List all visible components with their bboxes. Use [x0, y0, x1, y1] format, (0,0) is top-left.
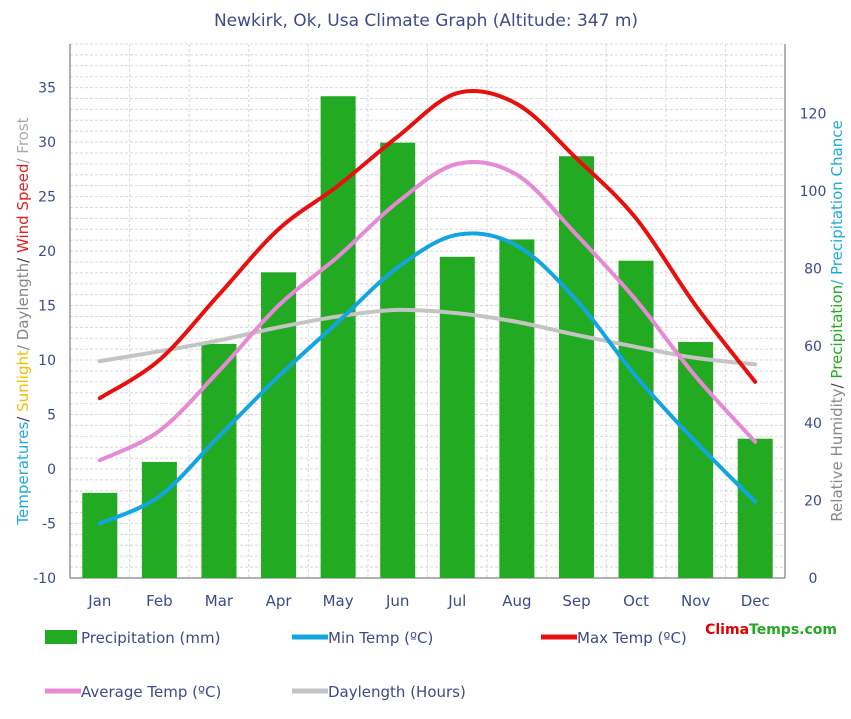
legend: Precipitation (mm) Min Temp (ºC) Max Temp … [45, 629, 687, 701]
legend-label-max-temp-c: Max Temp (ºC) [577, 629, 687, 647]
x-tick-dec: Dec [741, 592, 770, 610]
y-axis-right-label-part: / [828, 379, 846, 389]
y-left-tick: 25 [38, 190, 56, 206]
precip-bar-sep [558, 156, 594, 578]
y-axis-left-label-part: Sunlight [14, 350, 32, 412]
series-line-daylength-hours [97, 307, 758, 367]
y-axis-left-label-part: Wind Speed [14, 164, 32, 254]
precip-bar-aug [499, 239, 535, 579]
precip-bar-mar [201, 343, 237, 578]
axis-ticks: -10 -5 0 5 10 15 20 25 30 35 0 20 40 60 80 100 120 Jan Feb… [33, 81, 826, 610]
precip-bar-oct [618, 260, 654, 578]
precipitation-bars [82, 96, 773, 579]
y-left-tick: 35 [38, 81, 56, 97]
series-line-average-temp-c [97, 160, 758, 463]
brand-logo-part: Temps [749, 622, 799, 638]
legend-label-daylength-hours: Daylength (Hours) [328, 683, 466, 701]
y-left-tick: 5 [47, 408, 56, 424]
brand-logo: ClimaTemps.com [705, 622, 837, 638]
y-axis-right-label: Relative Humidity/ Precipitation/ Precip… [828, 120, 846, 521]
y-right-tick: 100 [800, 184, 827, 200]
y-axis-left-label-part: / [14, 253, 32, 263]
y-axis-left-label-part: Temperatures [14, 422, 32, 526]
precip-bar-may [320, 96, 356, 578]
legend-label-precipitation-mm: Precipitation (mm) [81, 629, 220, 647]
series-lines [97, 88, 758, 526]
x-tick-sep: Sep [562, 592, 590, 610]
y-axis-left-label-part: / Daylength [14, 263, 32, 350]
y-left-tick: -10 [33, 571, 56, 587]
precip-bar-dec [737, 438, 773, 578]
y-left-tick: 0 [47, 462, 56, 478]
y-right-tick: 60 [804, 339, 822, 355]
y-axis-left-label-part: / Frost [14, 117, 32, 163]
y-axis-left-label: Temperatures/ Sunlight/ Daylength/ Wind … [14, 117, 32, 525]
x-tick-feb: Feb [146, 592, 173, 610]
y-axis-right-label-part: / Precipitation Chance [828, 120, 846, 285]
precip-bar-feb [141, 461, 177, 578]
y-axis-right-label-part: Relative Humidity [828, 388, 846, 521]
y-right-tick: 120 [800, 107, 827, 123]
brand-logo-part: Clima [705, 622, 749, 638]
y-left-tick: 10 [38, 353, 56, 369]
legend-label-average-temp-c: Average Temp (ºC) [81, 683, 221, 701]
y-right-tick: 80 [804, 261, 822, 277]
y-right-tick: 40 [804, 416, 822, 432]
precip-bar-jun [380, 142, 416, 578]
x-tick-nov: Nov [681, 592, 710, 610]
y-right-tick: 0 [809, 571, 818, 587]
x-tick-jul: Jul [447, 592, 466, 610]
y-left-tick: 20 [38, 244, 56, 260]
x-tick-apr: Apr [266, 592, 293, 610]
x-tick-oct: Oct [623, 592, 649, 610]
x-tick-jun: Jun [385, 592, 409, 610]
chart-title: Newkirk, Ok, Usa Climate Graph (Altitude… [214, 11, 638, 31]
grid-lines [69, 43, 786, 579]
axis-labels: Temperatures/ Sunlight/ Daylength/ Wind … [14, 117, 846, 525]
brand-logo-part: .com [799, 622, 837, 638]
y-right-tick: 20 [804, 494, 822, 510]
y-left-tick: 15 [38, 299, 56, 315]
x-tick-aug: Aug [502, 592, 531, 610]
x-tick-mar: Mar [205, 592, 234, 610]
series-line-min-temp-c [97, 231, 758, 526]
y-axis-left-label-part: / [14, 412, 32, 422]
x-tick-jan: Jan [87, 592, 111, 610]
y-left-tick: 30 [38, 135, 56, 151]
y-axis-right-label-part: Precipitation [828, 285, 846, 379]
series-line-max-temp-c [97, 88, 758, 401]
precip-bar-nov [678, 341, 714, 578]
x-tick-may: May [323, 592, 354, 610]
precip-bar-jan [82, 492, 118, 578]
legend-label-min-temp-c: Min Temp (ºC) [328, 629, 433, 647]
legend-swatch-precipitation-mm [45, 630, 77, 644]
precip-bar-jul [439, 256, 475, 578]
y-left-tick: -5 [42, 517, 56, 533]
